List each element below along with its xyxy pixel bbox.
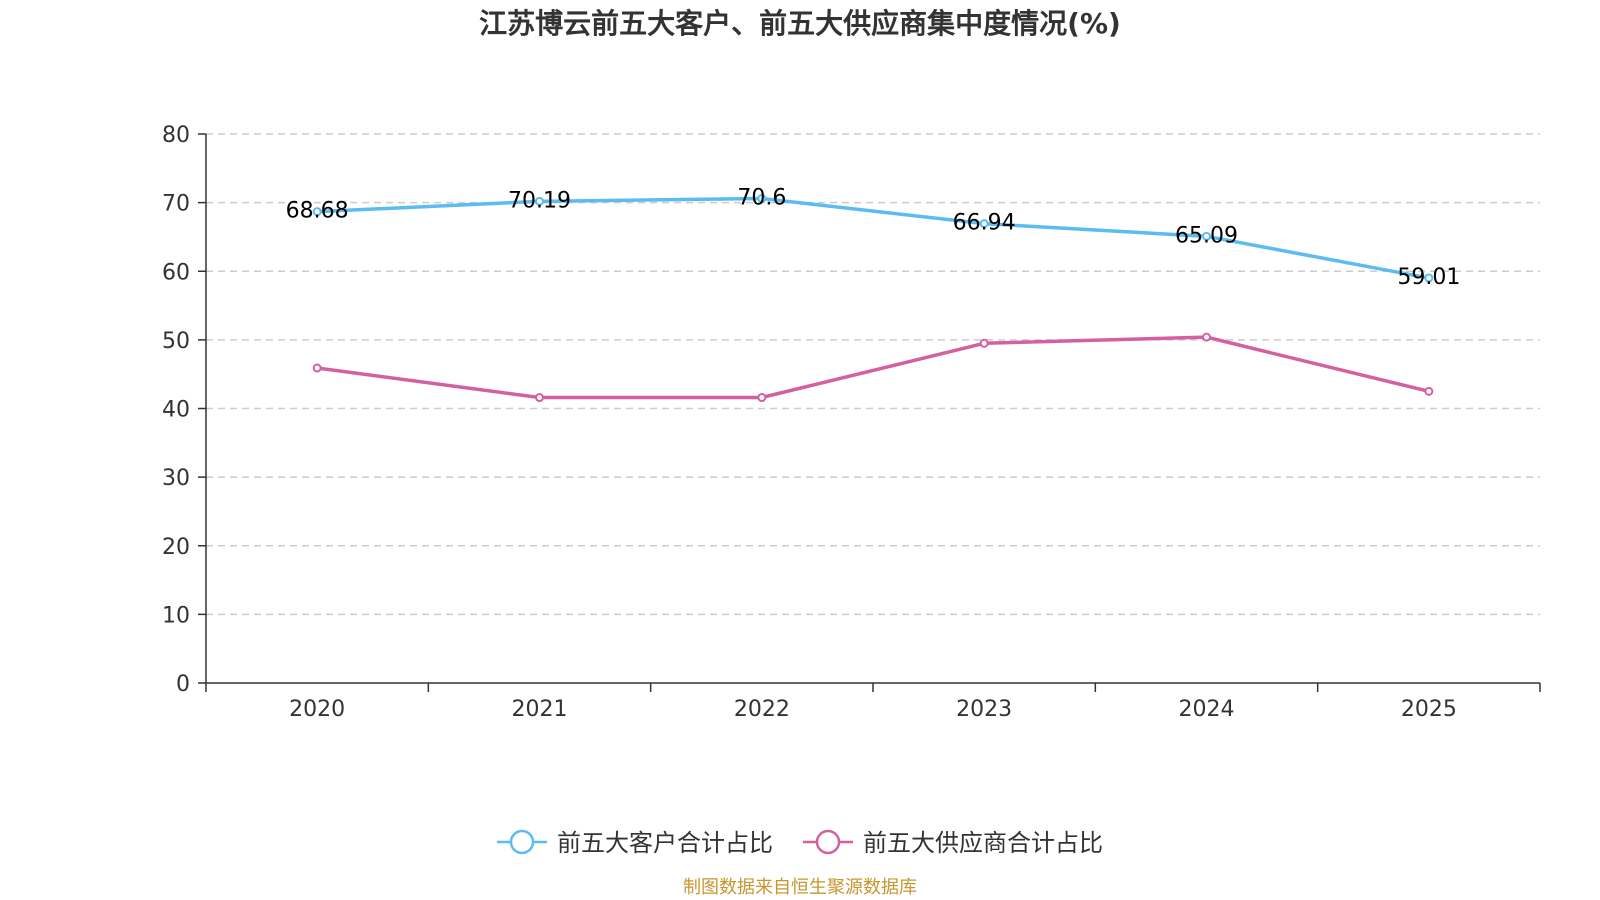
source-note: 制图数据来自恒生聚源数据库 <box>683 877 917 898</box>
legend-item-1[interactable]: 前五大客户合计占比 <box>497 829 773 857</box>
chart-title: 江苏博云前五大客户、前五大供应商集中度情况(%) <box>479 7 1121 40</box>
y-tick-label: 80 <box>162 123 190 148</box>
data-point[interactable] <box>1202 231 1211 241</box>
data-label: 66.94 <box>953 211 1016 236</box>
data-point[interactable] <box>312 363 322 373</box>
y-tick-label: 40 <box>162 398 190 423</box>
y-axis-ticks: 0 10 20 30 40 50 60 70 80 <box>162 123 206 697</box>
y-tick-label: 10 <box>162 603 190 628</box>
legend-marker-icon <box>815 829 841 855</box>
data-point[interactable] <box>757 393 767 403</box>
data-point[interactable] <box>535 196 544 206</box>
x-tick-label: 2024 <box>1179 697 1235 722</box>
y-tick-label: 20 <box>162 535 190 560</box>
x-tick-label: 2021 <box>512 697 568 722</box>
data-point[interactable] <box>979 338 989 348</box>
data-point[interactable] <box>979 219 989 229</box>
data-point[interactable] <box>1424 386 1434 396</box>
series-line <box>316 335 1430 400</box>
data-point[interactable] <box>312 207 322 217</box>
x-tick-label: 2022 <box>734 697 790 722</box>
x-tick-label: 2020 <box>289 697 345 722</box>
y-tick-label: 50 <box>162 329 190 354</box>
data-point[interactable] <box>535 393 544 403</box>
data-point[interactable] <box>1202 332 1211 342</box>
y-tick-label: 70 <box>162 192 190 217</box>
legend-marker-icon <box>509 829 535 855</box>
x-tick-label: 2023 <box>956 697 1012 722</box>
x-tick-label: 2025 <box>1401 697 1457 722</box>
series-group: 68.68 70.19 70.6 66.94 65.09 59.01 <box>286 186 1461 403</box>
legend-label: 前五大客户合计占比 <box>557 829 773 857</box>
series-line <box>317 196 1430 280</box>
legend-item-2[interactable]: 前五大供应商合计占比 <box>803 829 1103 857</box>
y-tick-label: 30 <box>162 466 190 491</box>
grid-lines <box>206 133 1540 616</box>
data-point[interactable] <box>757 194 767 204</box>
data-label: 68.68 <box>286 199 349 224</box>
data-point[interactable] <box>1424 273 1434 283</box>
series-2 <box>312 332 1434 403</box>
series-1: 68.68 70.19 70.6 66.94 65.09 59.01 <box>286 186 1461 291</box>
data-label: 59.01 <box>1397 265 1460 290</box>
data-label: 70.6 <box>737 186 786 211</box>
y-tick-label: 60 <box>162 260 190 285</box>
y-tick-label: 0 <box>176 672 190 697</box>
x-axis-ticks: 2020 2021 2022 2023 2024 2025 <box>205 683 1541 722</box>
data-label: 65.09 <box>1175 223 1238 248</box>
legend[interactable]: 前五大客户合计占比 前五大供应商合计占比 <box>497 829 1103 857</box>
legend-label: 前五大供应商合计占比 <box>863 829 1103 857</box>
data-label: 70.19 <box>508 188 571 213</box>
